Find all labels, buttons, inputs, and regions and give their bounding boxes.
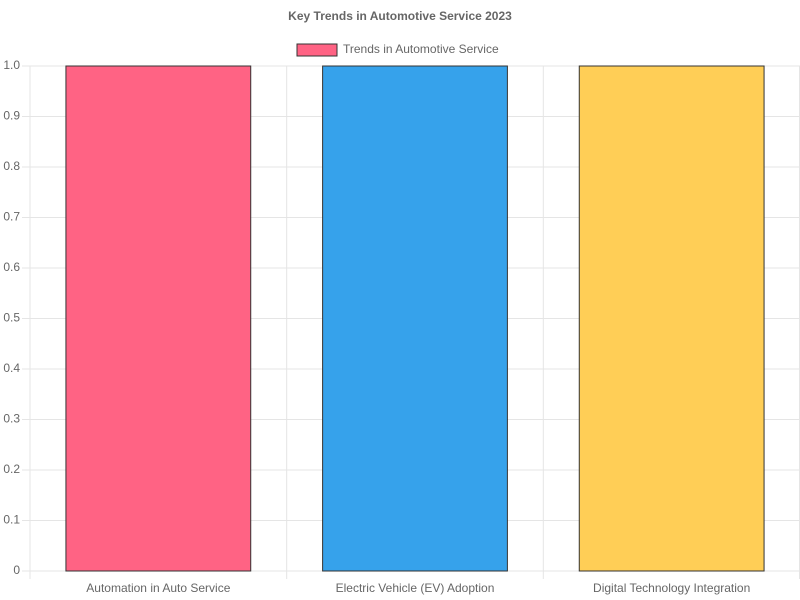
y-tick-label: 0.5 [3, 311, 20, 325]
y-tick-label: 1.0 [3, 58, 20, 72]
x-tick-label: Electric Vehicle (EV) Adoption [336, 581, 495, 595]
y-tick-label: 0.7 [3, 210, 20, 224]
y-tick-label: 0.2 [3, 462, 20, 476]
bar [65, 65, 252, 572]
y-tick-label: 0.6 [3, 260, 20, 274]
x-tick-label: Digital Technology Integration [593, 581, 750, 595]
bar [578, 65, 765, 572]
y-tick-label: 0 [13, 563, 20, 577]
y-tick-label: 0.4 [3, 361, 20, 375]
chart-title: Key Trends in Automotive Service 2023 [288, 9, 512, 23]
y-tick-label: 0.9 [3, 109, 20, 123]
y-tick-label: 0.8 [3, 159, 20, 173]
bar [322, 65, 508, 572]
y-tick-label: 0.1 [3, 513, 20, 527]
legend-label: Trends in Automotive Service [343, 42, 499, 56]
x-tick-label: Automation in Auto Service [86, 581, 230, 595]
legend-swatch [296, 43, 338, 57]
y-tick-label: 0.3 [3, 412, 20, 426]
